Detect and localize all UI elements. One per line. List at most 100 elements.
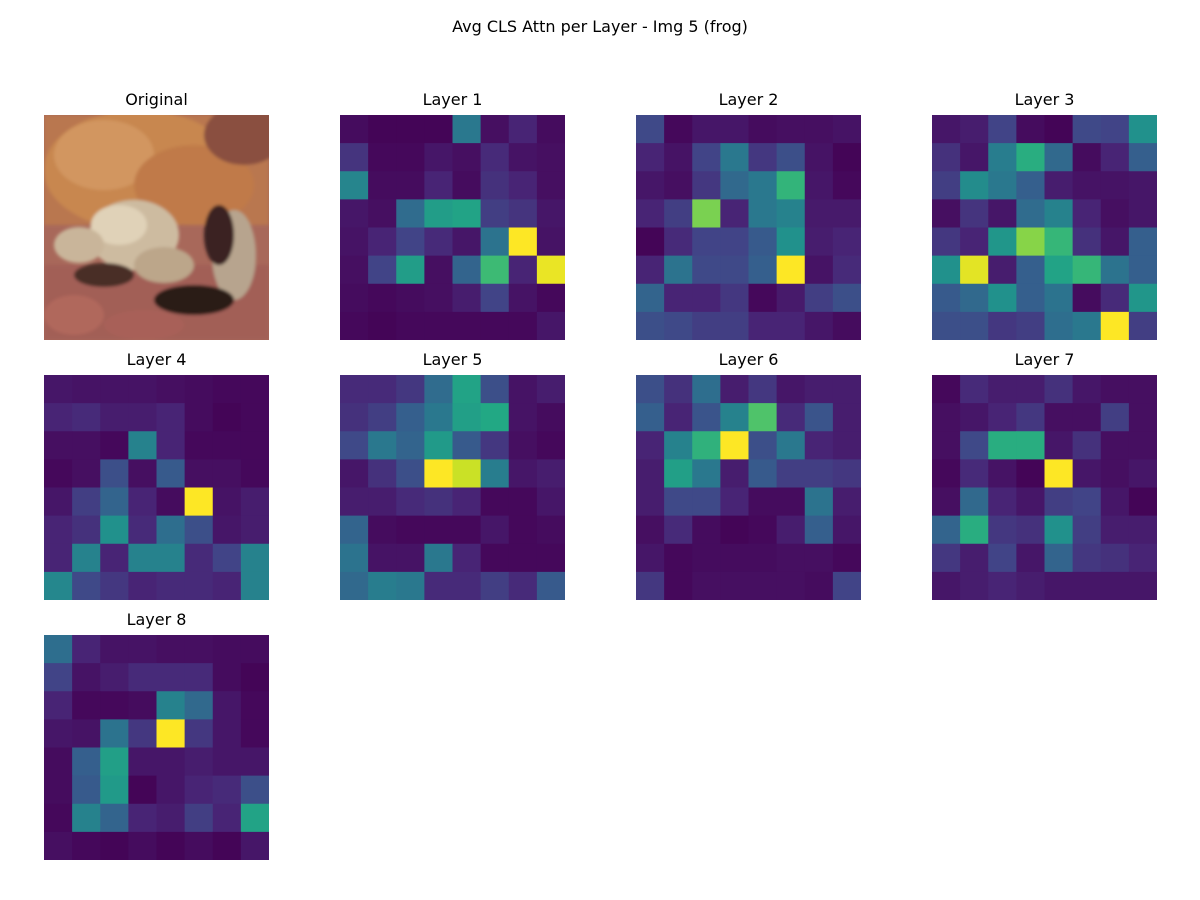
heatmap-cell <box>424 143 453 172</box>
heatmap-cell <box>960 403 989 432</box>
heatmap-cell <box>664 227 693 257</box>
heatmap-cell <box>212 515 242 545</box>
heatmap-cell <box>1044 143 1074 172</box>
heatmap-cell <box>1044 459 1074 488</box>
heatmap-cell <box>1128 227 1157 257</box>
heatmap-cell <box>748 115 778 144</box>
heatmap-cell <box>1128 487 1157 517</box>
heatmap-cell <box>536 431 565 460</box>
heatmap-cell <box>664 199 693 228</box>
heatmap-cell <box>804 375 834 404</box>
heatmap-cell <box>1072 255 1102 285</box>
heatmap-cell <box>480 311 510 340</box>
heatmap-cell <box>720 375 749 404</box>
heatmap-cell <box>636 543 665 573</box>
heatmap-cell <box>156 719 186 748</box>
heatmap-cell <box>832 515 861 545</box>
heatmap-cell <box>1128 571 1157 600</box>
heatmap-cell <box>804 403 834 432</box>
heatmap-cell <box>960 311 989 340</box>
heatmap-cell <box>1128 283 1157 313</box>
heatmap-cell <box>536 115 565 144</box>
heatmap-cell <box>212 543 242 573</box>
heatmap-cell <box>424 487 453 517</box>
heatmap-cell <box>1100 543 1130 573</box>
heatmap-cell <box>72 691 101 720</box>
heatmap-cell <box>452 515 482 545</box>
heatmap-cell <box>932 543 961 573</box>
heatmap-cell <box>368 255 397 285</box>
heatmap-cell <box>1100 431 1130 460</box>
heatmap-cell <box>804 515 834 545</box>
heatmap-cell <box>988 227 1017 257</box>
heatmap-cell <box>720 283 749 313</box>
panel-title: Layer 1 <box>422 90 483 109</box>
heatmap-cell <box>212 431 242 460</box>
heatmap-cell <box>720 255 749 285</box>
heatmap-cell <box>240 375 269 404</box>
heatmap-cell <box>776 515 806 545</box>
panel-layer-6: Layer 6 <box>636 350 861 600</box>
heatmap-cell <box>508 543 538 573</box>
panel-title: Layer 4 <box>126 350 187 369</box>
heatmap-cell <box>536 571 565 600</box>
heatmap-cell <box>340 255 369 285</box>
attention-heatmap <box>932 375 1157 600</box>
heatmap-cell <box>1072 311 1102 340</box>
heatmap-cell <box>452 255 482 285</box>
heatmap-cell <box>960 283 989 313</box>
panel-layer-1: Layer 1 <box>340 90 565 340</box>
heatmap-cell <box>424 227 453 257</box>
heatmap-cell <box>720 459 749 488</box>
heatmap-cell <box>1128 255 1157 285</box>
heatmap-cell <box>804 459 834 488</box>
heatmap-cell <box>508 487 538 517</box>
heatmap-cell <box>692 199 721 228</box>
heatmap-cell <box>932 255 961 285</box>
attention-heatmap <box>932 115 1157 340</box>
heatmap-cell <box>832 571 861 600</box>
heatmap-cell <box>480 543 510 573</box>
heatmap-cell <box>424 543 453 573</box>
heatmap-cell <box>1016 115 1045 144</box>
heatmap-cell <box>1072 571 1102 600</box>
panel-title: Layer 2 <box>718 90 779 109</box>
attention-heatmap <box>340 375 565 600</box>
heatmap-cell <box>452 431 482 460</box>
heatmap-cell <box>240 431 269 460</box>
heatmap-cell <box>340 515 369 545</box>
heatmap-cell <box>1128 459 1157 488</box>
heatmap-cell <box>184 487 214 517</box>
heatmap-cell <box>1072 375 1102 404</box>
heatmap-cell <box>424 171 453 200</box>
heatmap-cell <box>100 831 129 860</box>
heatmap-cell <box>100 691 129 720</box>
heatmap-cell <box>212 635 242 664</box>
heatmap-cell <box>128 747 157 777</box>
attention-heatmap <box>44 635 269 860</box>
heatmap-cell <box>776 543 806 573</box>
heatmap-cell <box>804 487 834 517</box>
heatmap-cell <box>1016 375 1045 404</box>
heatmap-cell <box>1016 515 1045 545</box>
heatmap-cell <box>960 431 989 460</box>
heatmap-cell <box>156 543 186 573</box>
heatmap-cell <box>508 171 538 200</box>
heatmap-cell <box>368 311 397 340</box>
heatmap-cell <box>692 283 721 313</box>
heatmap-cell <box>636 115 665 144</box>
heatmap-cell <box>988 311 1017 340</box>
heatmap-cell <box>128 775 157 805</box>
heatmap-cell <box>1072 515 1102 545</box>
heatmap-cell <box>212 571 242 600</box>
heatmap-cell <box>72 831 101 860</box>
heatmap-cell <box>156 691 186 720</box>
heatmap-cell <box>368 459 397 488</box>
heatmap-cell <box>804 571 834 600</box>
heatmap-cell <box>156 375 186 404</box>
heatmap-cell <box>44 403 73 432</box>
heatmap-cell <box>720 431 749 460</box>
heatmap-cell <box>44 663 73 692</box>
heatmap-cell <box>508 283 538 313</box>
heatmap-cell <box>452 571 482 600</box>
